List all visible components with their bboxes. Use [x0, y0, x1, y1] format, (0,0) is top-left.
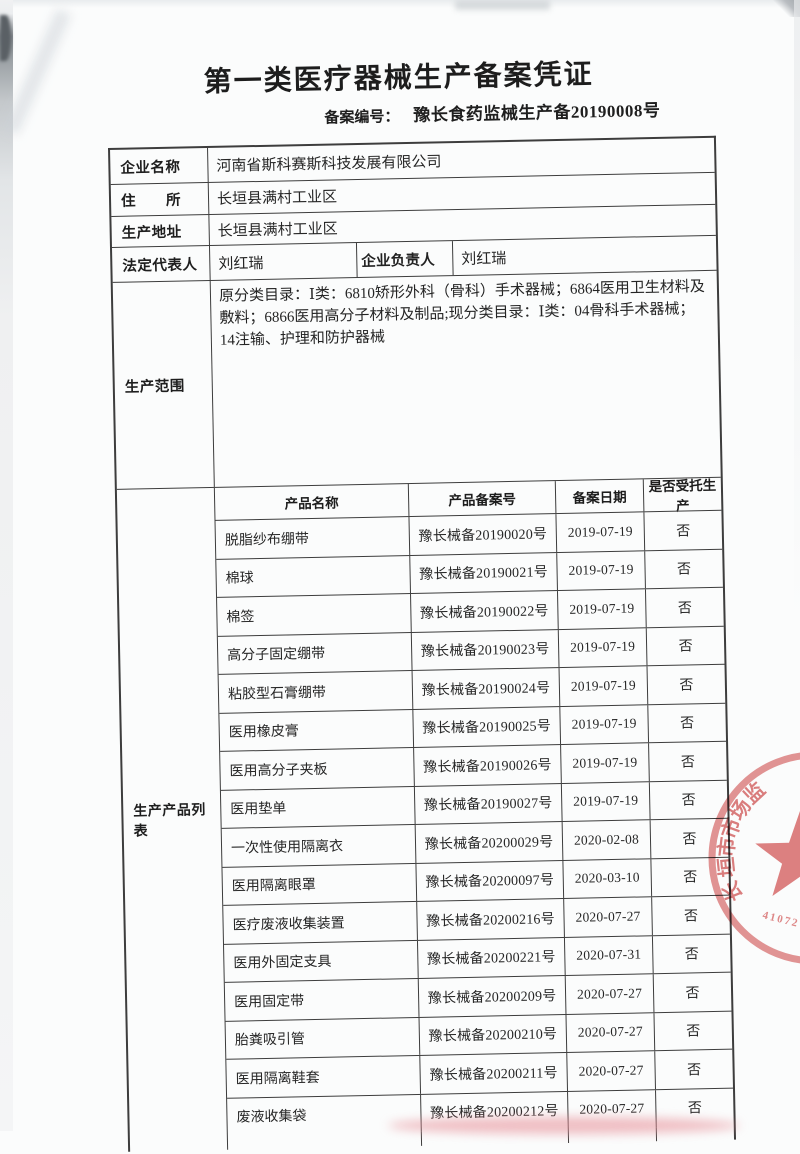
residence-label: 住 所	[120, 192, 182, 210]
product-name-cell: 医用固定带	[234, 993, 305, 1011]
header-product-filing-no: 产品备案号	[407, 481, 556, 517]
header-entrusted-production: 是否受托生产	[642, 477, 722, 514]
product-filing-no-cell: 豫长械备20190023号	[410, 629, 559, 671]
product-filing-no-cell: 豫长械备20200211号	[419, 1052, 568, 1094]
product-name-cell: 医用隔离鞋套	[235, 1070, 320, 1088]
product-name-cell: 医用外固定支具	[233, 954, 332, 972]
product-filing-no-cell: 豫长械备20200209号	[417, 976, 566, 1017]
production-scope-value: 原分类目录：Ⅰ类：6810矫形外科（骨科）手术器械；6864医用卫生材料及敷料；…	[209, 270, 721, 487]
entrusted-production-cell: 否	[643, 510, 723, 550]
filing-date-cell: 2019-07-19	[556, 589, 646, 629]
entrusted-production-cell: 否	[654, 1049, 733, 1089]
product-name-cell: 棉签	[226, 609, 255, 626]
product-name-cell: 胎粪吸引管	[234, 1032, 306, 1049]
seal-ring	[708, 752, 800, 964]
product-list-label: 生产产品列表	[133, 803, 206, 840]
page-title: 第一类医疗器械生产备案凭证	[203, 59, 594, 99]
production-scope-row: 生产范围 原分类目录：Ⅰ类：6810矫形外科（骨科）手术器械；6864医用卫生材…	[112, 269, 721, 489]
entrusted-production-cell: 否	[644, 587, 724, 627]
filing-number-value: 豫长食药监械生产备20190008号	[413, 100, 661, 125]
product-name-cell: 医用垫单	[230, 801, 287, 818]
product-name-cell: 医用隔离眼罩	[231, 878, 316, 895]
filing-date-cell: 2020-07-27	[564, 974, 654, 1014]
product-name-cell: 医用高分子夹板	[229, 762, 328, 780]
company-name-label: 企业名称	[120, 159, 181, 177]
product-name-cell: 废液收集袋	[236, 1109, 307, 1126]
filing-date-cell: 2020-07-27	[565, 1012, 655, 1052]
filing-date-cell: 2019-07-19	[555, 512, 645, 552]
production-scope-label: 生产范围	[124, 378, 185, 396]
entrusted-production-cell: 否	[655, 1088, 734, 1128]
filing-date-cell: 2019-07-19	[557, 627, 647, 668]
product-filing-no-cell: 豫长械备20200210号	[418, 1014, 567, 1055]
filing-date-cell: 2019-07-19	[556, 550, 645, 591]
filing-date-cell: 2020-03-10	[562, 858, 652, 899]
seal-code-digits: 41072	[761, 909, 800, 930]
filing-date-cell: 2019-07-19	[559, 704, 649, 745]
product-name-cell: 粘胶型石膏绷带	[227, 685, 327, 703]
filing-date-cell: 2020-02-08	[561, 820, 651, 860]
certificate-table: 企业名称 河南省斯科赛斯科技发展有限公司 住 所 长垣县满村工业区 生产地址 长…	[108, 135, 737, 1152]
product-name-cell: 棉球	[225, 571, 254, 587]
enterprise-manager-label: 企业负责人	[355, 241, 453, 278]
enterprise-manager-value: 刘红瑞	[451, 235, 717, 276]
product-name-cell: 医疗废液收集装置	[232, 916, 345, 934]
filing-date-cell: 2020-07-27	[567, 1089, 656, 1129]
seal-star-icon	[755, 811, 800, 896]
product-filing-no-cell: 豫长械备20190026号	[413, 745, 561, 786]
entrusted-production-cell: 否	[646, 664, 726, 704]
production-address-label: 生产地址	[121, 224, 182, 242]
seal-arc-text: 长 垣 市 市 场 监	[714, 778, 770, 905]
legal-representative-value: 刘红瑞	[208, 243, 357, 280]
entrusted-production-cell: 否	[645, 626, 725, 666]
filing-date-cell: 2020-07-27	[566, 1051, 655, 1091]
filing-date-cell: 2020-07-31	[563, 935, 653, 976]
filing-number-line: 备案编号： 豫长食药监械生产备20190008号	[324, 96, 660, 128]
product-list-row: 生产产品列表 产品名称 产品备案号 备案日期 是否受托生产 脱脂纱布绷带 豫长械…	[116, 476, 735, 1152]
product-name-cell: 脱脂纱布绷带	[224, 531, 310, 549]
product-filing-no-cell: 豫长械备20190024号	[411, 668, 560, 709]
product-filing-no-cell: 豫长械备20200221号	[416, 937, 565, 978]
product-filing-no-cell: 豫长械备20190022号	[410, 591, 558, 632]
product-name-cell: 医用橡皮膏	[228, 724, 299, 741]
product-name-cell: 一次性使用隔离衣	[230, 839, 344, 857]
product-filing-no-cell: 豫长械备20190020号	[408, 514, 557, 555]
header-filing-date: 备案日期	[554, 479, 644, 514]
filing-date-cell: 2019-07-19	[560, 743, 649, 783]
filing-date-cell: 2020-07-27	[563, 897, 652, 937]
entrusted-production-cell: 否	[653, 1011, 733, 1051]
product-filing-no-cell: 豫长械备20190025号	[412, 706, 561, 747]
filing-date-cell: 2019-07-19	[558, 666, 648, 706]
filing-date-cell: 2019-07-19	[560, 781, 650, 822]
entrusted-production-cell: 否	[644, 549, 723, 589]
entrusted-production-cell: 否	[652, 972, 732, 1012]
filing-number-label: 备案编号：	[324, 109, 400, 127]
official-seal: 长 垣 市 市 场 监 41072	[708, 752, 800, 964]
product-filing-no-cell: 豫长械备20190027号	[413, 783, 562, 824]
product-filing-no-cell: 豫长械备20200216号	[416, 899, 564, 940]
product-name-cell: 高分子固定绷带	[227, 646, 326, 664]
header-product-name: 产品名称	[284, 495, 339, 512]
product-filing-no-cell: 豫长械备20190021号	[409, 552, 557, 594]
legal-representative-label: 法定代表人	[122, 256, 198, 275]
svg-text:市: 市	[714, 836, 740, 859]
product-filing-no-cell: 豫长械备20200029号	[414, 822, 563, 863]
product-filing-no-cell: 豫长械备20200212号	[420, 1091, 568, 1132]
product-filing-no-cell: 豫长械备20200097号	[415, 860, 564, 901]
svg-text:垣: 垣	[714, 856, 739, 878]
